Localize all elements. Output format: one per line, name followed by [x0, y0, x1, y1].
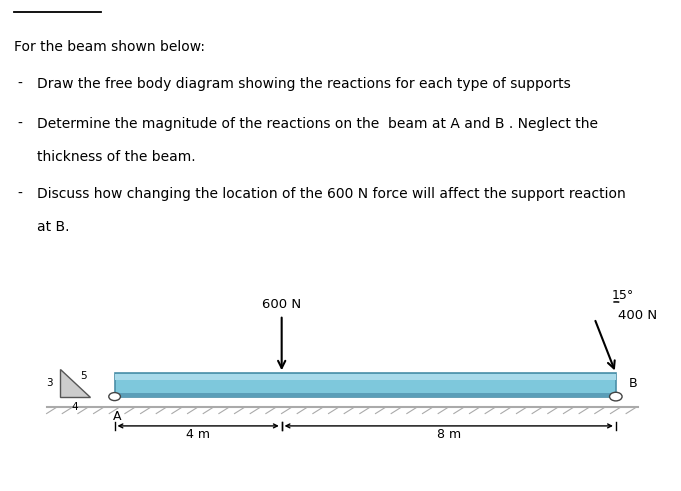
- Text: 600 N: 600 N: [262, 298, 301, 311]
- Text: For the beam shown below:: For the beam shown below:: [14, 40, 204, 54]
- Text: 5: 5: [80, 372, 87, 382]
- Text: Draw the free body diagram showing the reactions for each type of supports: Draw the free body diagram showing the r…: [37, 77, 571, 91]
- Text: 4: 4: [72, 402, 78, 412]
- Circle shape: [609, 392, 622, 401]
- Text: Determine the magnitude of the reactions on the  beam at A and B . Neglect the: Determine the magnitude of the reactions…: [37, 117, 599, 131]
- Text: -: -: [17, 117, 22, 131]
- Polygon shape: [61, 369, 90, 397]
- Text: A: A: [112, 409, 121, 423]
- Bar: [114, 393, 616, 397]
- Text: -: -: [17, 77, 22, 91]
- Text: 8 m: 8 m: [437, 428, 461, 441]
- Text: 400 N: 400 N: [618, 309, 656, 322]
- Text: Discuss how changing the location of the 600 N force will affect the support rea: Discuss how changing the location of the…: [37, 187, 627, 201]
- Bar: [114, 374, 616, 380]
- Text: 3: 3: [46, 378, 52, 388]
- Bar: [114, 374, 616, 397]
- Text: 4 m: 4 m: [186, 428, 210, 441]
- Text: at B.: at B.: [37, 220, 70, 234]
- Text: B: B: [629, 377, 637, 390]
- Circle shape: [109, 393, 121, 401]
- Text: thickness of the beam.: thickness of the beam.: [37, 150, 196, 164]
- Text: 15°: 15°: [612, 289, 633, 302]
- Text: -: -: [17, 187, 22, 201]
